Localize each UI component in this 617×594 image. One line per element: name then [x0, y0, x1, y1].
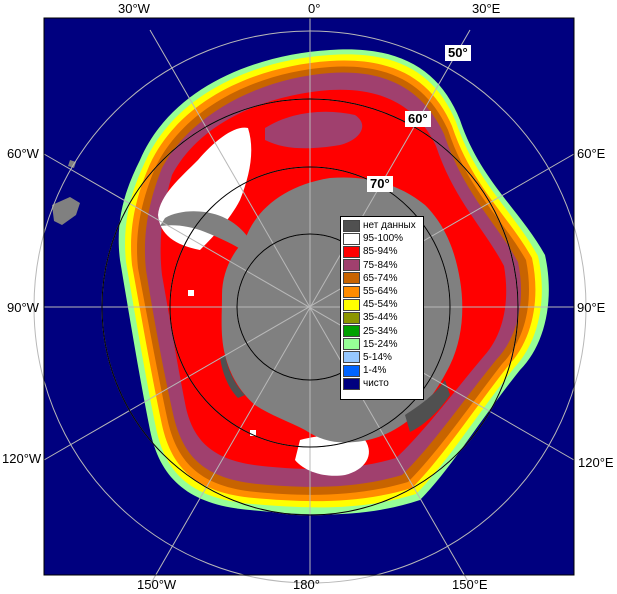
- label-150e: 150°E: [452, 577, 488, 592]
- ice-purple-inner: [265, 111, 363, 149]
- legend-label: 75-84%: [363, 259, 398, 271]
- legend-swatch: [343, 351, 360, 364]
- legend-label: чисто: [363, 378, 389, 390]
- legend-label: 15-24%: [363, 338, 398, 350]
- label-120w: 120°W: [2, 451, 42, 466]
- label-90w: 90°W: [7, 300, 39, 315]
- legend-label: 55-64%: [363, 286, 398, 298]
- label-60w: 60°W: [7, 146, 39, 161]
- legend-swatch: [343, 285, 360, 298]
- legend-label: 35-44%: [363, 312, 398, 324]
- label-lat-70: 70°: [367, 176, 393, 192]
- legend-label: 85-94%: [363, 246, 398, 258]
- legend-label: 5-14%: [363, 351, 392, 363]
- label-lat-60: 60°: [405, 111, 431, 127]
- legend-label: 65-74%: [363, 272, 398, 284]
- label-30e: 30°E: [472, 1, 501, 16]
- antarctic-peninsula: [160, 211, 250, 252]
- legend-label: 45-54%: [363, 299, 398, 311]
- legend-label: нет данных: [363, 220, 416, 232]
- legend-item: 95-100%: [343, 232, 423, 245]
- legend-item: 85-94%: [343, 245, 423, 258]
- legend-swatch: [343, 325, 360, 338]
- legend-item: 65-74%: [343, 272, 423, 285]
- legend-swatch: [343, 338, 360, 351]
- label-90e: 90°E: [577, 300, 606, 315]
- legend-swatch: [343, 377, 360, 390]
- legend-item: 5-14%: [343, 351, 423, 364]
- label-60e: 60°E: [577, 146, 606, 161]
- legend-label: 95-100%: [363, 233, 404, 245]
- legend-swatch: [343, 298, 360, 311]
- legend-swatch: [343, 219, 360, 232]
- legend-swatch: [343, 259, 360, 272]
- legend-item: 45-54%: [343, 298, 423, 311]
- legend-item: 55-64%: [343, 285, 423, 298]
- legend-item: 25-34%: [343, 325, 423, 338]
- legend-swatch: [343, 364, 360, 377]
- legend-item: 1-4%: [343, 364, 423, 377]
- south-america-land: [52, 160, 80, 225]
- legend-item: чисто: [343, 377, 423, 390]
- legend-item: нет данных: [343, 219, 423, 232]
- label-30w: 30°W: [118, 1, 150, 16]
- legend-item: 35-44%: [343, 311, 423, 324]
- legend-item: 15-24%: [343, 338, 423, 351]
- legend-swatch: [343, 232, 360, 245]
- label-150w: 150°W: [137, 577, 177, 592]
- legend-swatch: [343, 245, 360, 258]
- legend-swatch: [343, 272, 360, 285]
- label-lat-50: 50°: [445, 45, 471, 61]
- graticule-dark: [101, 98, 519, 516]
- legend-label: 1-4%: [363, 365, 387, 377]
- ice-white-ross: [295, 435, 369, 476]
- label-0: 0°: [308, 1, 321, 16]
- legend-item: 75-84%: [343, 259, 423, 272]
- label-120e: 120°E: [578, 455, 614, 470]
- map-frame: [43, 17, 575, 576]
- legend-swatch: [343, 311, 360, 324]
- legend: нет данных 95-100% 85-94% 75-84% 65-74% 55-64…: [340, 216, 424, 400]
- legend-label: 25-34%: [363, 325, 398, 337]
- label-180: 180°: [293, 577, 320, 592]
